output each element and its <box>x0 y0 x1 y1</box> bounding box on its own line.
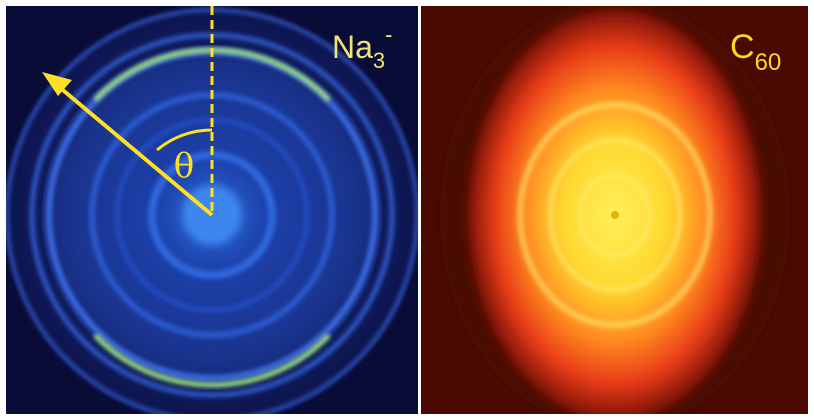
label-subscript: 60 <box>755 49 782 76</box>
label-superscript: - <box>385 22 392 47</box>
label-base: Na <box>332 29 373 65</box>
left-image: θ Na3- <box>4 6 420 420</box>
figure: θ Na3- C60 <box>0 0 814 420</box>
angle-label: θ <box>174 146 194 186</box>
label-base: C <box>730 28 755 66</box>
right-image: C60 <box>421 0 808 420</box>
label-subscript: 3 <box>373 48 385 73</box>
